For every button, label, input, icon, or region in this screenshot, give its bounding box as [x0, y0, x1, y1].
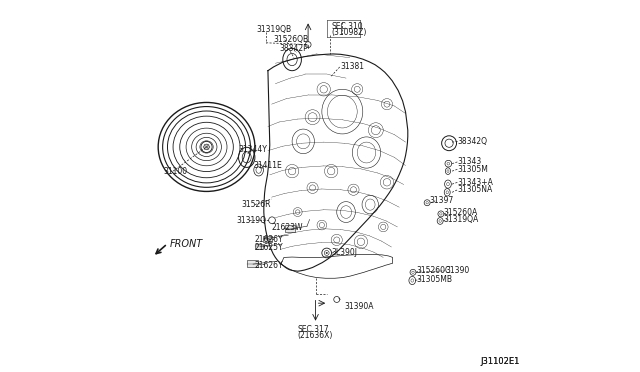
Text: FRONT: FRONT: [170, 239, 203, 248]
Text: 31305MB: 31305MB: [417, 275, 452, 283]
Text: 31343+A: 31343+A: [458, 178, 493, 187]
Text: 21626Y: 21626Y: [255, 262, 284, 270]
Text: 21626Y: 21626Y: [255, 235, 284, 244]
Text: J31102E1: J31102E1: [480, 357, 519, 366]
Text: 31319Q: 31319Q: [236, 216, 266, 225]
Text: 38342Q: 38342Q: [458, 137, 488, 146]
Text: 31526QB: 31526QB: [273, 35, 308, 44]
Text: 31397: 31397: [429, 196, 453, 205]
Bar: [264, 236, 273, 242]
Bar: [285, 225, 295, 232]
Text: 21623W: 21623W: [271, 223, 303, 232]
Bar: [248, 260, 258, 267]
Text: 31344Y: 31344Y: [238, 145, 267, 154]
Text: 31390A: 31390A: [344, 302, 374, 311]
Text: 31319QB: 31319QB: [257, 25, 292, 34]
Text: 21625Y: 21625Y: [255, 243, 284, 252]
Text: 38342P: 38342P: [279, 44, 308, 53]
Text: J31102E1: J31102E1: [480, 357, 519, 366]
Text: 3L390J: 3L390J: [331, 248, 357, 257]
Text: 31305NA: 31305NA: [458, 185, 493, 194]
Text: 31526R: 31526R: [242, 200, 271, 209]
Text: (31098Z): (31098Z): [331, 28, 367, 37]
Text: 31343: 31343: [458, 157, 482, 166]
Text: (21636X): (21636X): [298, 331, 333, 340]
Text: 31390: 31390: [445, 266, 469, 275]
Text: 31381: 31381: [340, 62, 364, 71]
Text: 31100: 31100: [164, 167, 188, 176]
Text: 31305M: 31305M: [458, 165, 488, 174]
Text: 31319QA: 31319QA: [444, 215, 479, 224]
Text: SEC.317: SEC.317: [298, 325, 330, 334]
Text: 315260A: 315260A: [444, 208, 478, 217]
Text: 31411E: 31411E: [253, 161, 282, 170]
Text: SEC.310: SEC.310: [331, 22, 363, 31]
Text: 315260C: 315260C: [417, 266, 451, 275]
Bar: [255, 244, 264, 249]
Ellipse shape: [326, 252, 328, 254]
